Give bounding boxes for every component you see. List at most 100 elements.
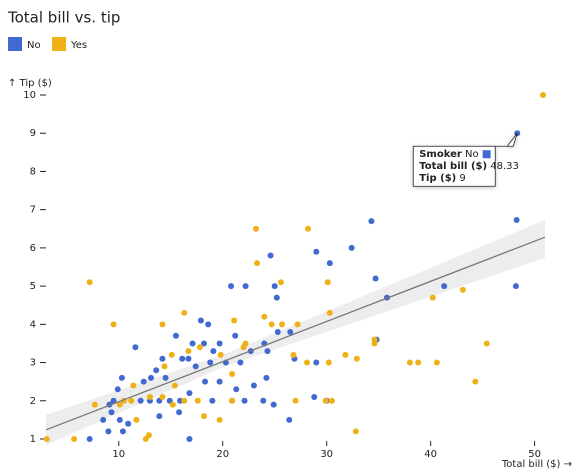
point xyxy=(368,218,375,225)
tooltip-value: No xyxy=(465,149,479,160)
point xyxy=(105,428,112,435)
tooltip-value: 48.33 xyxy=(490,161,519,172)
point xyxy=(324,279,331,286)
tooltip-row: Smoker No xyxy=(419,149,478,160)
point xyxy=(242,283,249,290)
point xyxy=(145,432,152,439)
point xyxy=(352,428,359,435)
y-tick-label: 4 xyxy=(30,319,36,330)
point xyxy=(304,225,311,232)
point xyxy=(277,279,284,286)
point xyxy=(348,244,355,251)
point xyxy=(196,344,203,351)
point xyxy=(231,317,238,324)
point xyxy=(132,344,139,351)
point xyxy=(116,401,123,408)
point xyxy=(140,378,147,385)
y-tick-label: 1 xyxy=(30,434,36,445)
point xyxy=(540,92,547,98)
point xyxy=(322,397,329,404)
point xyxy=(159,355,166,362)
point xyxy=(168,351,175,358)
point xyxy=(125,420,132,427)
y-tick-label: 3 xyxy=(30,358,36,369)
point xyxy=(415,359,422,366)
x-tick-label: 30 xyxy=(320,449,333,460)
point xyxy=(100,416,107,423)
point xyxy=(43,436,50,442)
point xyxy=(325,359,332,366)
point xyxy=(240,344,247,351)
point xyxy=(292,397,299,404)
point xyxy=(177,397,184,404)
point xyxy=(264,348,271,355)
point xyxy=(303,359,310,366)
point xyxy=(153,367,160,374)
point xyxy=(186,390,193,397)
point xyxy=(441,283,448,290)
point xyxy=(353,355,360,362)
point xyxy=(433,359,440,366)
point xyxy=(270,401,277,408)
point xyxy=(406,359,413,366)
chart-title: Total bill vs. tip xyxy=(7,9,120,27)
point xyxy=(278,321,285,328)
point xyxy=(216,340,223,347)
point xyxy=(250,382,257,389)
point xyxy=(273,294,280,301)
y-tick-label: 2 xyxy=(30,396,36,407)
point xyxy=(429,294,436,301)
point xyxy=(194,397,201,404)
point xyxy=(172,332,179,339)
point xyxy=(254,260,261,267)
point xyxy=(216,416,223,423)
tooltip-box xyxy=(412,132,518,187)
point xyxy=(229,397,236,404)
point xyxy=(207,359,214,366)
point xyxy=(181,397,188,404)
point xyxy=(472,378,479,385)
point xyxy=(128,397,135,404)
point xyxy=(186,436,193,442)
tooltip-row: Total bill ($) 48.33 xyxy=(419,161,519,172)
point xyxy=(202,378,209,385)
point xyxy=(162,374,169,381)
y-tick-label: 8 xyxy=(30,166,36,177)
point xyxy=(210,348,217,355)
point xyxy=(311,393,318,400)
point xyxy=(137,397,144,404)
y-tick-label: 9 xyxy=(30,128,36,139)
point xyxy=(261,313,268,320)
x-axis-label: Total bill ($) → xyxy=(501,459,572,470)
point xyxy=(147,374,154,381)
point xyxy=(110,321,117,328)
point xyxy=(252,225,259,232)
point xyxy=(260,397,267,404)
point xyxy=(130,382,137,389)
point xyxy=(290,351,297,358)
point xyxy=(205,321,212,328)
tooltip-label: Total bill ($) xyxy=(419,161,487,172)
point xyxy=(512,283,519,290)
point xyxy=(326,260,333,267)
y-axis-label: ↑ Tip ($) xyxy=(8,78,52,89)
point xyxy=(181,309,188,316)
point xyxy=(233,386,240,393)
x-tick-label: 50 xyxy=(528,449,541,460)
tooltip-row: Tip ($) 9 xyxy=(419,173,466,184)
point xyxy=(156,413,163,420)
point xyxy=(185,355,192,362)
point xyxy=(209,397,216,404)
point xyxy=(114,386,121,393)
point xyxy=(71,436,78,442)
point xyxy=(216,378,223,385)
point xyxy=(171,382,178,389)
y-tick-label: 10 xyxy=(23,90,36,101)
point xyxy=(201,340,208,347)
point xyxy=(108,409,115,416)
point xyxy=(267,252,274,259)
tooltip-label: Tip ($) xyxy=(419,173,456,184)
x-tick-label: 10 xyxy=(112,449,125,460)
point xyxy=(86,279,93,286)
point xyxy=(237,359,244,366)
